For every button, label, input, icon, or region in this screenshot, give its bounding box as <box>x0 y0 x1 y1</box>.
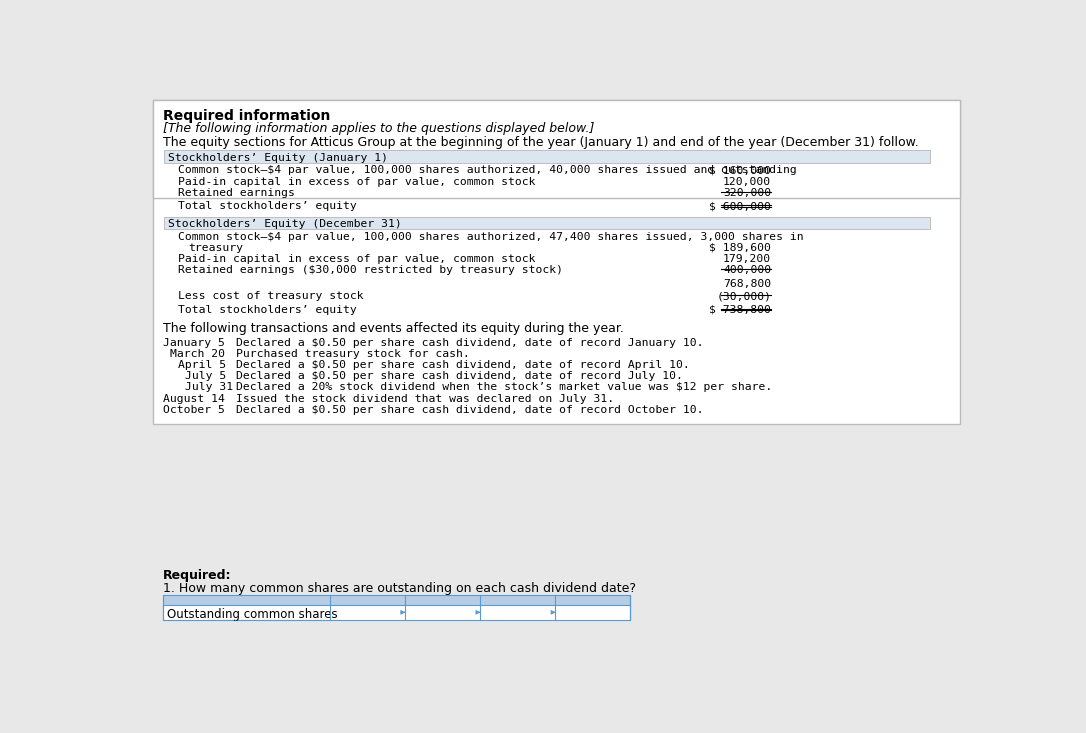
Text: 400,000: 400,000 <box>723 265 771 275</box>
Text: Common stock—$4 par value, 100,000 shares authorized, 47,400 shares issued, 3,00: Common stock—$4 par value, 100,000 share… <box>178 232 804 242</box>
Text: Common stock—$4 par value, 100,000 shares authorized, 40,000 shares issued and o: Common stock—$4 par value, 100,000 share… <box>178 166 797 175</box>
Text: Retained earnings ($30,000 restricted by treasury stock): Retained earnings ($30,000 restricted by… <box>178 265 564 275</box>
Text: July 5: July 5 <box>500 606 535 619</box>
Text: Total stockholders’ equity: Total stockholders’ equity <box>178 201 357 211</box>
Text: treasury: treasury <box>189 243 243 253</box>
Text: 179,200: 179,200 <box>723 254 771 264</box>
Text: The following transactions and events affected its equity during the year.: The following transactions and events af… <box>163 323 623 336</box>
Text: March 20: March 20 <box>169 349 225 359</box>
Text: 768,800: 768,800 <box>723 279 771 289</box>
Text: Declared a $0.50 per share cash dividend, date of record October 10.: Declared a $0.50 per share cash dividend… <box>237 405 704 415</box>
Text: Outstanding common shares: Outstanding common shares <box>167 608 338 621</box>
Text: 120,000: 120,000 <box>723 177 771 186</box>
Text: Paid-in capital in excess of par value, common stock: Paid-in capital in excess of par value, … <box>178 177 535 186</box>
Bar <box>163 594 630 608</box>
Text: $ 189,600: $ 189,600 <box>709 243 771 253</box>
Text: $ 600,000: $ 600,000 <box>709 201 771 211</box>
Text: July 31: July 31 <box>186 383 233 392</box>
Text: $ 738,800: $ 738,800 <box>709 305 771 314</box>
Text: The equity sections for Atticus Group at the beginning of the year (January 1) a: The equity sections for Atticus Group at… <box>163 136 919 149</box>
Bar <box>164 150 930 163</box>
Text: Required information: Required information <box>163 108 330 122</box>
Text: January 5: January 5 <box>163 338 225 348</box>
Text: October 5: October 5 <box>560 606 626 619</box>
Bar <box>153 100 960 198</box>
Text: Purchased treasury stock for cash.: Purchased treasury stock for cash. <box>237 349 470 359</box>
Text: Required:: Required: <box>163 570 231 582</box>
Text: January 5: January 5 <box>336 606 399 619</box>
Text: [The following information applies to the questions displayed below.]: [The following information applies to th… <box>163 122 594 135</box>
Text: (30,000): (30,000) <box>717 291 771 301</box>
Text: Retained earnings: Retained earnings <box>178 188 295 198</box>
Bar <box>163 605 630 620</box>
Text: April 5: April 5 <box>178 360 227 370</box>
Text: Declared a $0.50 per share cash dividend, date of record April 10.: Declared a $0.50 per share cash dividend… <box>237 360 691 370</box>
Text: Declared a 20% stock dividend when the stock’s market value was $12 per share.: Declared a 20% stock dividend when the s… <box>237 383 773 392</box>
Text: October 5: October 5 <box>163 405 225 415</box>
Text: Less cost of treasury stock: Less cost of treasury stock <box>178 291 364 301</box>
Text: Stockholders’ Equity (January 1): Stockholders’ Equity (January 1) <box>168 152 389 163</box>
Text: Declared a $0.50 per share cash dividend, date of record January 10.: Declared a $0.50 per share cash dividend… <box>237 338 704 348</box>
Text: Paid-in capital in excess of par value, common stock: Paid-in capital in excess of par value, … <box>178 254 535 264</box>
Text: $ 160,000: $ 160,000 <box>709 166 771 175</box>
Text: August 14: August 14 <box>163 394 225 404</box>
Text: Declared a $0.50 per share cash dividend, date of record July 10.: Declared a $0.50 per share cash dividend… <box>237 372 683 381</box>
Text: 320,000: 320,000 <box>723 188 771 198</box>
Text: Total stockholders’ equity: Total stockholders’ equity <box>178 305 357 314</box>
Text: Stockholders’ Equity (December 31): Stockholders’ Equity (December 31) <box>168 219 402 229</box>
Bar <box>153 100 960 424</box>
Text: Issued the stock dividend that was declared on July 31.: Issued the stock dividend that was decla… <box>237 394 615 404</box>
Bar <box>164 216 930 229</box>
Text: 1. How many common shares are outstanding on each cash dividend date?: 1. How many common shares are outstandin… <box>163 582 636 595</box>
Text: April 5: April 5 <box>420 606 464 619</box>
Text: July 5: July 5 <box>186 372 227 381</box>
